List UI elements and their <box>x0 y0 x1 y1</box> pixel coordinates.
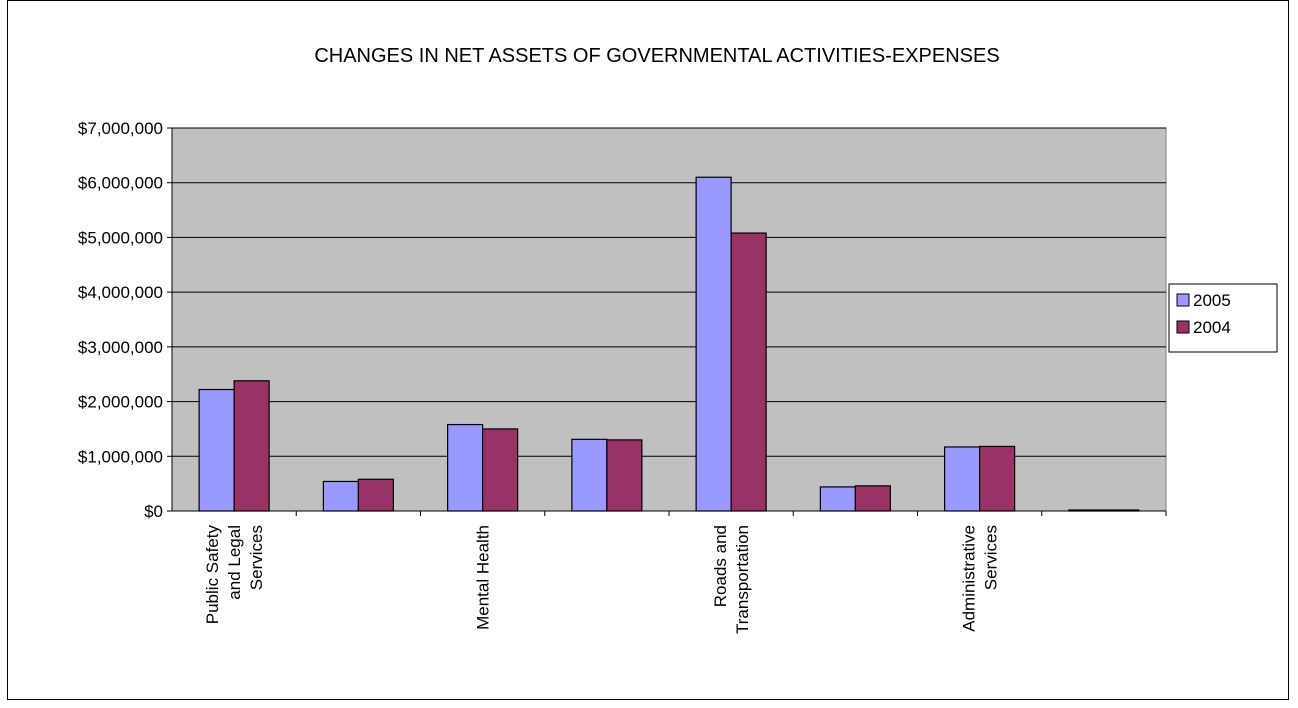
bar-2004 <box>233 380 270 512</box>
y-tick-label: $7,000,000 <box>78 119 163 138</box>
legend-label-2005: 2005 <box>1193 291 1231 310</box>
y-tick-label: $6,000,000 <box>78 174 163 193</box>
x-category-label: Public Safety <box>203 525 222 625</box>
bar-2005 <box>571 438 608 512</box>
y-tick-label: $3,000,000 <box>78 338 163 357</box>
bar-chart: CHANGES IN NET ASSETS OF GOVERNMENTAL AC… <box>78 45 1278 634</box>
y-tick-label: $0 <box>144 502 163 521</box>
bar-2005 <box>198 388 235 512</box>
legend-swatch-2004 <box>1176 320 1190 334</box>
bar-2005 <box>1068 509 1105 512</box>
bar-2005 <box>322 480 359 512</box>
legend-swatch-2005 <box>1176 293 1190 307</box>
x-category-label: Transportation <box>733 525 752 634</box>
bar-2004 <box>854 485 891 512</box>
x-category-label: and Legal <box>225 525 244 600</box>
x-category-label: Services <box>982 525 1001 590</box>
bar-2005 <box>447 423 484 512</box>
bar-2004 <box>606 439 643 512</box>
bar-2005 <box>819 486 856 512</box>
bar-2004 <box>1103 509 1140 512</box>
chart-title: CHANGES IN NET ASSETS OF GOVERNMENTAL AC… <box>314 45 999 67</box>
legend-label-2004: 2004 <box>1193 318 1231 337</box>
legend: 2005 2004 <box>1168 283 1278 353</box>
plot-background <box>171 127 1167 512</box>
bar-2004 <box>979 445 1016 512</box>
y-tick-label: $5,000,000 <box>78 228 163 247</box>
plot-area: $0 $1,000,000 $2,000,000 $3,000,000 $4,000,0… <box>78 119 1167 634</box>
chart-frame: CHANGES IN NET ASSETS OF GOVERNMENTAL AC… <box>7 0 1289 700</box>
x-category-label: Roads and <box>711 525 730 607</box>
x-category-label: Mental Health <box>474 525 493 630</box>
bar-2004 <box>357 478 394 512</box>
bar-2005 <box>695 176 732 512</box>
bar-2004 <box>482 428 519 512</box>
y-tick-label: $2,000,000 <box>78 393 163 412</box>
y-tick-label: $1,000,000 <box>78 447 163 466</box>
x-category-label: Administrative <box>960 525 979 632</box>
bar-2004 <box>730 232 767 512</box>
bar-2005 <box>944 446 981 512</box>
y-tick-label: $4,000,000 <box>78 283 163 302</box>
x-category-label: Services <box>247 525 266 590</box>
